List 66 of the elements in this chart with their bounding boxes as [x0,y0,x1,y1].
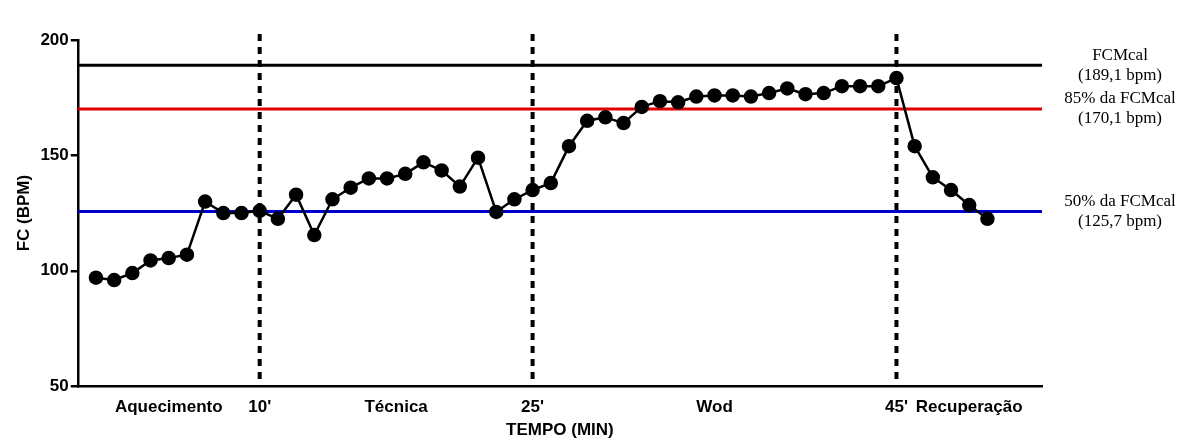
point [761,85,777,101]
point [834,78,850,94]
point [943,182,959,198]
point [143,253,158,268]
point [343,180,358,195]
point [397,166,413,182]
point [798,86,813,102]
point [816,85,831,101]
point [234,205,249,221]
point [197,194,213,209]
y-axis-title: FC (BPM) [13,174,33,252]
ref-line-label: 85% da FCMcal (170,1 bpm) [1064,88,1176,128]
point [179,247,195,262]
point [925,170,941,185]
point [288,187,304,202]
x-tick-label: 25' [521,397,545,417]
point [561,138,577,154]
point [634,99,649,115]
point [616,115,631,131]
text: Wod [696,396,733,416]
text: Aquecimento [114,396,223,416]
text: Técnica [364,396,429,416]
point [216,205,231,221]
point [325,192,340,207]
point [980,211,995,227]
point [725,88,740,103]
point [743,89,759,104]
point [889,70,904,86]
point [88,270,104,285]
point [961,197,977,213]
y-tick-label: 50 [49,375,69,395]
point [670,95,686,110]
point [379,171,395,186]
point [125,265,140,281]
x-tick-label: 10' [248,397,272,417]
point [707,88,722,103]
text: Recuperação [915,396,1023,416]
point [907,138,922,154]
y-tick-label: 150 [40,145,69,165]
x-tick-label: 45' [884,397,908,417]
point [252,203,267,219]
point [270,211,286,227]
point [543,175,559,191]
ref-line-label: FCMcal (189,1 bpm) [1077,44,1163,84]
point [416,155,431,170]
point [161,250,176,266]
x-axis-title: TEMPO (MIN) [506,420,614,440]
point [780,81,795,96]
point [507,192,522,207]
y-tick-label: 200 [40,29,69,49]
point [307,227,322,243]
point [652,93,668,109]
point [452,179,468,194]
point [689,89,704,104]
point [852,78,868,94]
point [871,78,886,94]
point [488,204,504,220]
point [470,150,486,165]
point [106,272,122,288]
point [598,110,613,125]
point [361,171,377,186]
ref-line-label: 50% da FCMcal (125,7 bpm) [1064,190,1176,230]
point [579,113,595,129]
point [525,182,540,198]
y-tick-label: 100 [40,260,69,280]
point [434,163,449,178]
